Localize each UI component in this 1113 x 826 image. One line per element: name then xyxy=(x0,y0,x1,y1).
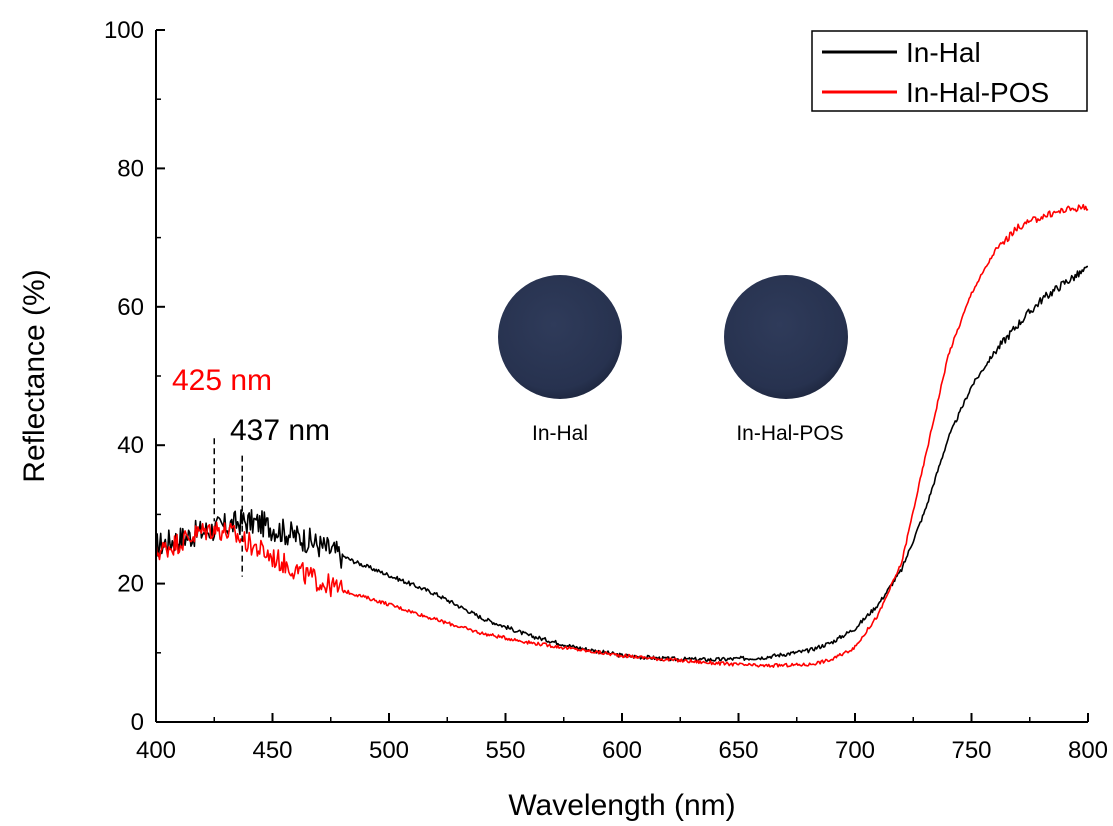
x-tick-label: 700 xyxy=(835,737,875,764)
x-tick-label: 400 xyxy=(136,737,176,764)
y-tick-label: 40 xyxy=(117,432,144,459)
sample-disk-in-hal-pos xyxy=(724,275,848,399)
x-tick-label: 800 xyxy=(1068,737,1108,764)
y-tick-label: 80 xyxy=(117,155,144,182)
y-tick-label: 60 xyxy=(117,294,144,321)
series-line-in-hal-pos xyxy=(155,203,1089,668)
sample-disk-in-hal xyxy=(498,275,622,399)
series-line-in-hal xyxy=(155,265,1088,662)
x-tick-label: 750 xyxy=(951,737,991,764)
inset-samples: In-Hal In-Hal-POS xyxy=(498,275,848,445)
y-tick-label: 0 xyxy=(131,709,144,736)
x-tick-label: 500 xyxy=(369,737,409,764)
legend: In-Hal In-Hal-POS xyxy=(811,30,1088,112)
y-tick-label: 20 xyxy=(117,571,144,598)
x-tick-label: 600 xyxy=(602,737,642,764)
y-axis-title: Reflectance (%) xyxy=(18,269,51,482)
sample-label-in-hal: In-Hal xyxy=(532,422,588,445)
x-tick-label: 650 xyxy=(718,737,758,764)
x-axis-title: Wavelength (nm) xyxy=(508,789,735,822)
sample-label-in-hal-pos: In-Hal-POS xyxy=(736,422,843,445)
legend-label-in-hal-pos: In-Hal-POS xyxy=(906,77,1049,108)
peak-annotations: 425 nm 437 nm xyxy=(172,364,330,577)
x-tick-label: 550 xyxy=(485,737,525,764)
peak-label: 437 nm xyxy=(230,414,330,447)
y-tick-label: 100 xyxy=(104,17,144,44)
axis-ticks: 400 450 500 550 600 650 700 750 800 0 20 40 60 80 100 xyxy=(104,17,1108,764)
x-tick-label: 450 xyxy=(252,737,292,764)
series-lines xyxy=(155,203,1089,668)
legend-box xyxy=(811,30,1088,112)
peak-label: 425 nm xyxy=(172,364,272,397)
legend-label-in-hal: In-Hal xyxy=(906,37,981,68)
